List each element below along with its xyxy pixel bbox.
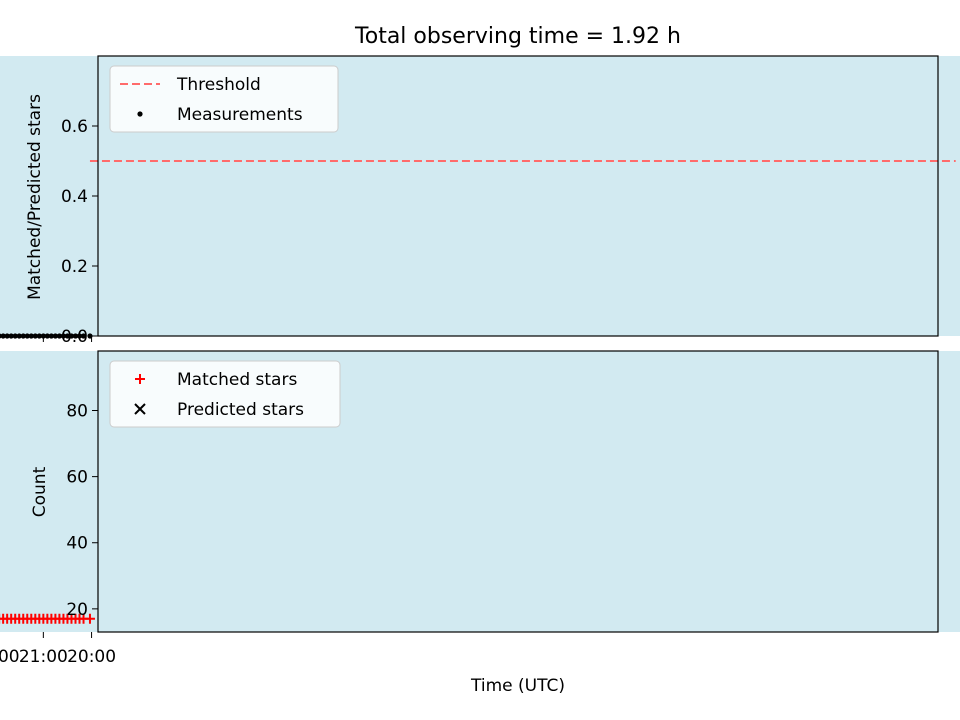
legend-label: Measurements [177, 105, 303, 125]
measurement-point [12, 333, 18, 339]
measurement-point [52, 333, 58, 339]
y-tick-label: 0.2 [61, 257, 88, 277]
measurement-point [80, 333, 87, 339]
measurement-point [0, 333, 2, 339]
legend-box [109, 360, 341, 428]
legend-label: Predicted stars [177, 400, 304, 420]
axes-frame [97, 350, 939, 633]
legend-label: Matched stars [177, 370, 297, 390]
measurement-point [60, 333, 67, 339]
x-tick-label: 22:00 [0, 647, 20, 667]
measurement-point [20, 333, 26, 339]
y-tick-label: 0.6 [61, 117, 88, 137]
y-tick-label: 0.0 [61, 327, 88, 347]
y-tick-label: 0.4 [61, 187, 88, 207]
x-tick-label: 20:00 [67, 647, 116, 667]
legend-matched-swatch [135, 374, 145, 384]
measurement-point [44, 333, 50, 339]
measurement-point [48, 333, 54, 339]
y-tick-label: 80 [66, 402, 88, 422]
measurement-point [76, 333, 83, 339]
measurement-point [56, 333, 63, 339]
y-tick-label: 20 [66, 600, 88, 620]
legend-label: Threshold [176, 75, 261, 95]
measurement-point [8, 333, 14, 339]
y-axis-label-count: Count [30, 466, 50, 517]
legend-predicted-swatch [134, 403, 146, 415]
measurement-point [68, 333, 75, 339]
measurement-point [24, 333, 30, 339]
y-tick-label: 40 [66, 534, 88, 554]
measurement-point [0, 333, 6, 339]
x-axis-label: Time (UTC) [470, 676, 565, 696]
legend-box [109, 65, 339, 133]
matched-star-point [0, 613, 5, 624]
legend-measurement-swatch [137, 111, 143, 117]
measurement-point [72, 333, 79, 339]
y-axis-label-ratio: Matched/Predicted stars [25, 94, 45, 300]
measurement-point [36, 333, 42, 339]
count-panel: 2040608020:0021:0022:0023:0000:0001:0002… [0, 350, 960, 667]
measurement-point [16, 333, 22, 339]
x-tick-label: 21:00 [19, 647, 68, 667]
measurement-point [4, 333, 10, 339]
chart-title: Total observing time = 1.92 h [354, 24, 681, 49]
measurement-point [64, 333, 71, 339]
y-tick-label: 60 [66, 468, 88, 488]
measurement-point [28, 333, 34, 339]
measurement-point [32, 333, 38, 339]
ratio-panel: 0.0 0.2 0.4 0.6 Threshold Measurements [0, 55, 960, 347]
